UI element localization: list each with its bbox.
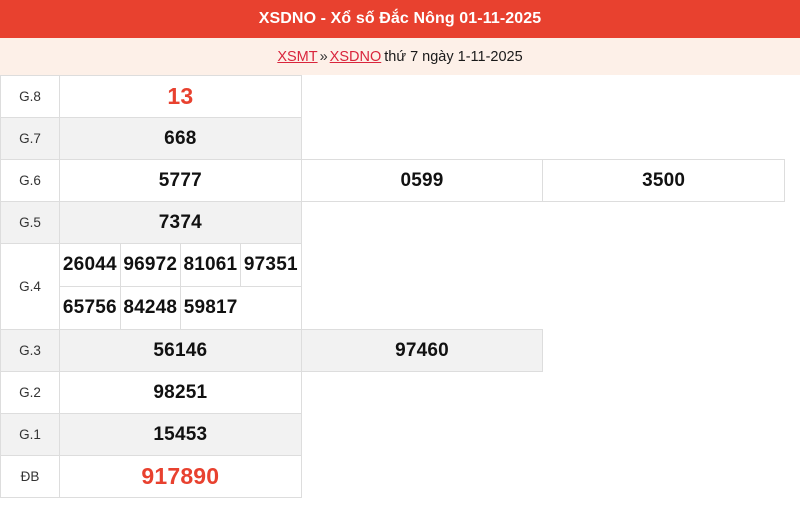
breadcrumb-link-xsdno[interactable]: XSDNO [329,48,382,65]
prize-number-cell: 13 [59,75,302,118]
table-subrow: 65756 84248 59817 [60,286,301,329]
prize-number: 668 [164,127,197,149]
prize-number: 59817 [183,297,238,318]
prize-number-cell: 5777 [59,159,302,202]
prize-number-cell: 0599 [300,159,544,202]
prize-number: 3500 [642,169,686,191]
prize-number: 917890 [141,463,220,489]
prize-multi-row-cell: 26044 96972 81061 97351 65756 84248 59817 [59,243,302,330]
table-row: G.3 56146 97460 [0,329,785,372]
prize-number-cell: 56146 [59,329,302,372]
prize-number: 96972 [123,254,178,275]
prize-number: 98251 [153,381,208,403]
table-row: ĐB 917890 [0,455,785,498]
prize-number-cell: 98251 [59,371,302,414]
prize-label: G.4 [0,243,60,330]
prize-number: 65756 [62,297,117,318]
prize-label: G.2 [0,371,60,414]
prize-number-cell: 96972 [119,244,181,287]
prize-number: 7374 [158,211,202,233]
prize-label: G.7 [0,117,60,160]
prize-number-cell: 97351 [239,244,301,287]
prize-number: 0599 [400,169,444,191]
table-row: G.2 98251 [0,371,785,414]
results-table-wrap: G.8 13 G.7 668 G.6 5777 0599 3500 G.5 7374 G.4 2604… [0,75,800,498]
prize-number: 56146 [153,339,208,361]
prize-number: 5777 [158,169,202,191]
breadcrumb-link-xsmt[interactable]: XSMT [277,48,318,65]
prize-label: ĐB [0,455,60,498]
prize-number: 84248 [123,297,178,318]
breadcrumb-bar: XSMT» XSDNO thứ 7 ngày 1-11-2025 [0,38,800,75]
prize-number-cell: 97460 [300,329,544,372]
prize-label: G.5 [0,201,60,244]
table-row: G.6 5777 0599 3500 [0,159,785,202]
prize-number-cell: 65756 [60,286,121,329]
table-subrow: 26044 96972 81061 97351 [60,244,301,287]
prize-subtable: 26044 96972 81061 97351 65756 84248 59817 [60,244,301,329]
breadcrumb-separator: » [319,48,328,65]
prize-number: 13 [167,83,194,109]
table-row: G.4 26044 96972 81061 97351 65756 84248 59817 [0,243,785,330]
breadcrumb: XSMT» XSDNO thứ 7 ngày 1-11-2025 [277,49,522,65]
prize-label: G.8 [0,75,60,118]
lottery-results-table: G.8 13 G.7 668 G.6 5777 0599 3500 G.5 7374 G.4 2604… [0,75,785,498]
prize-number-cell: 84248 [119,286,181,329]
prize-number-cell: 59817 [179,286,241,329]
prize-label: G.6 [0,159,60,202]
prize-number-cell: 3500 [542,159,785,202]
prize-number: 15453 [153,423,208,445]
table-row: G.1 15453 [0,413,785,456]
prize-number-cell: 15453 [59,413,302,456]
prize-number-cell: 26044 [60,244,121,287]
prize-number-cell: 7374 [59,201,302,244]
prize-number-cell: 917890 [59,455,302,498]
table-row: G.8 13 [0,75,785,118]
prize-number: 81061 [183,254,238,275]
prize-number: 97460 [395,339,449,361]
table-row: G.7 668 [0,117,785,160]
breadcrumb-date-text: thứ 7 ngày 1-11-2025 [384,48,523,65]
prize-number: 26044 [62,254,117,275]
prize-label: G.1 [0,413,60,456]
page-title: XSDNO - Xổ số Đắc Nông 01-11-2025 [258,10,542,27]
prize-label: G.3 [0,329,60,372]
prize-number: 97351 [243,254,298,275]
prize-number-cell: 668 [59,117,302,160]
page-header: XSDNO - Xổ số Đắc Nông 01-11-2025 [0,0,800,38]
prize-number-cell: 81061 [179,244,241,287]
table-row: G.5 7374 [0,201,785,244]
